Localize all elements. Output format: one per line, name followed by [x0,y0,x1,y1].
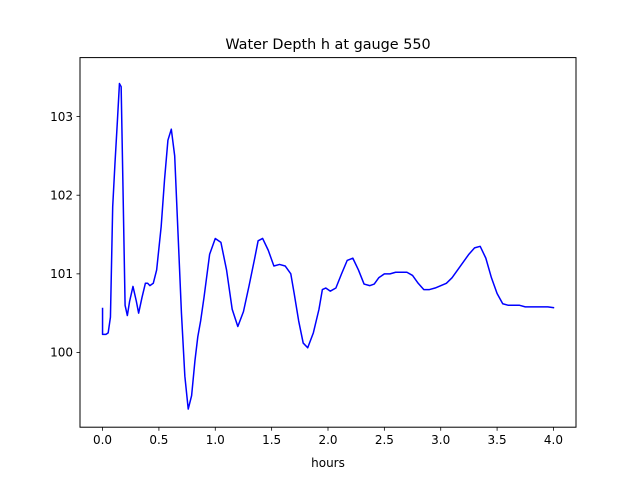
x-tick-label: 1.5 [262,433,281,447]
y-tick-label: 103 [50,110,73,124]
x-tick-label: 3.5 [488,433,507,447]
x-tick-label: 0.0 [93,433,112,447]
plot-area [80,57,576,428]
x-axis-ticks: 0.0 0.5 1.0 1.5 2.0 2.5 3.0 3.5 4.0 [93,427,563,447]
x-tick-label: 2.0 [318,433,337,447]
chart-title: Water Depth h at gauge 550 [225,37,430,53]
x-tick-label: 1.0 [206,433,225,447]
y-axis-ticks: 100 101 102 103 [50,110,80,360]
x-tick-label: 3.0 [431,433,450,447]
x-tick-label: 2.5 [375,433,394,447]
y-tick-label: 101 [50,267,73,281]
x-axis-label: hours [311,456,345,470]
x-tick-label: 0.5 [149,433,168,447]
x-tick-label: 4.0 [544,433,563,447]
y-tick-label: 100 [50,346,73,360]
series-line-0 [101,82,555,410]
y-tick-label: 102 [50,188,73,202]
series-layer [101,82,555,410]
